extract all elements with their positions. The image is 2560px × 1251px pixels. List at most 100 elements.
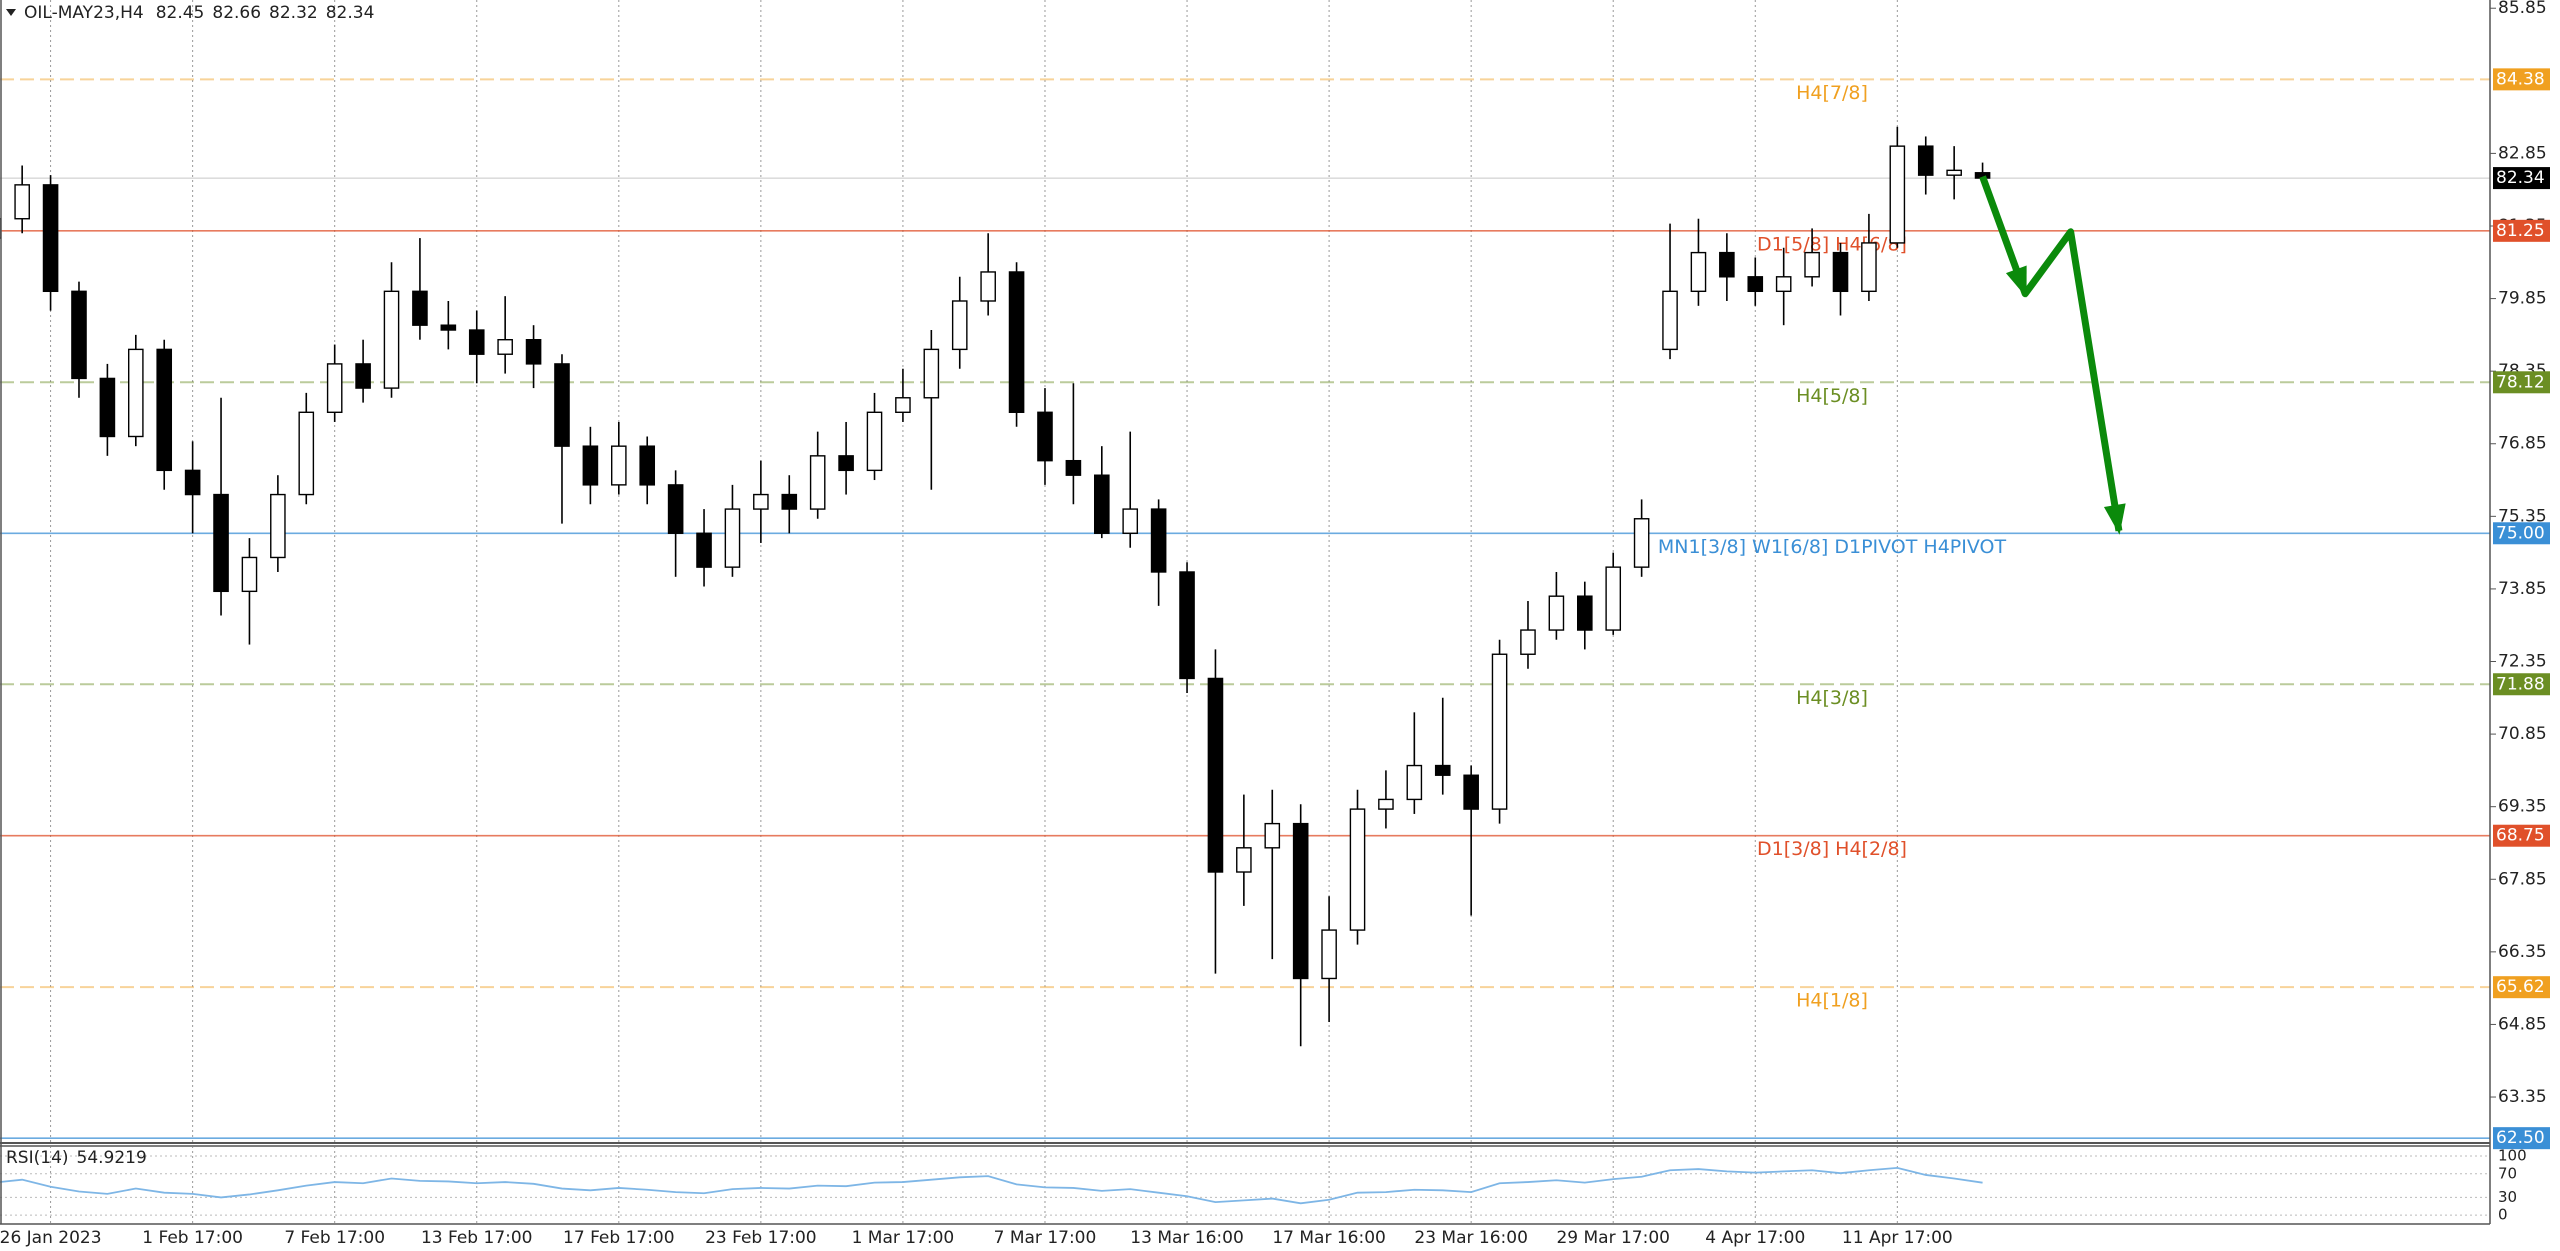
level-label: H4[5/8]	[1796, 385, 1868, 407]
ohlc-low: 82.32	[269, 3, 318, 23]
level-badge-label: 65.62	[2496, 977, 2545, 997]
candle-body	[1349, 808, 1366, 931]
level-badge-label: 71.88	[2496, 674, 2545, 694]
rsi-tick-label: 30	[2498, 1188, 2517, 1206]
candle-body	[1406, 764, 1423, 801]
candle-body	[1548, 595, 1565, 631]
level-label: MN1[3/8] W1[6/8] D1PIVOT H4PIVOT	[1658, 536, 2007, 558]
candle-body	[1577, 595, 1593, 631]
candle-body	[1633, 518, 1650, 568]
level-badge-label: 81.25	[2496, 221, 2545, 241]
candle-body	[611, 445, 627, 486]
menu-triangle	[6, 9, 16, 16]
candle-body	[724, 508, 741, 568]
forecast-arrowhead	[2005, 265, 2027, 298]
x-tick-label: 26 Jan 2023	[0, 1228, 102, 1248]
candle-body	[1150, 508, 1167, 573]
candle-body	[1179, 571, 1195, 680]
candle-body	[1804, 251, 1820, 278]
candle-body	[128, 348, 144, 438]
y-tick-label: 76.85	[2498, 434, 2547, 454]
candle-body	[184, 469, 201, 496]
candle-body	[42, 184, 59, 293]
chart-header: OIL-MAY23,H4 82.45 82.66 82.32 82.34 RSI(14)…	[6, 3, 374, 1168]
candle-body	[809, 455, 826, 510]
candle-body	[1037, 411, 1053, 462]
x-tick-label: 7 Mar 17:00	[994, 1228, 1097, 1248]
candle-body	[1832, 251, 1849, 293]
level-badge-label: 84.38	[2496, 69, 2545, 89]
price-badge-label: 82.34	[2496, 168, 2545, 188]
x-tick-label: 1 Feb 17:00	[142, 1228, 243, 1248]
symbol: OIL-MAY23,H4	[24, 3, 144, 23]
candle-body	[497, 339, 513, 355]
rsi-title: RSI(14) 54.9219	[6, 1148, 147, 1168]
level-label: D1[3/8] H4[2/8]	[1757, 838, 1907, 860]
candle-body	[525, 339, 542, 365]
candle-body	[355, 363, 371, 389]
x-tick-label: 7 Feb 17:00	[284, 1228, 385, 1248]
x-tick-label: 23 Feb 17:00	[705, 1228, 817, 1248]
level-badge-label: 68.75	[2496, 826, 2545, 846]
candle-body	[980, 271, 996, 302]
candle-body	[1236, 847, 1252, 873]
y-tick-label: 85.85	[2498, 0, 2547, 18]
candle-body	[383, 290, 400, 389]
candle-body	[1775, 276, 1792, 293]
y-tick-label: 70.85	[2498, 724, 2547, 744]
candle-body	[440, 324, 457, 331]
main-panel: H4[7/8] D1[5/8] H4[6/8] H4[5/8] MN1[3/8] W1…	[0, 0, 2490, 1163]
candle-body	[639, 445, 656, 486]
candle-body	[1946, 169, 1962, 176]
y-tick-label: 66.35	[2498, 942, 2547, 962]
candle-body	[895, 397, 911, 413]
candle-body	[468, 329, 485, 355]
rsi-tick-label: 0	[2498, 1206, 2508, 1224]
candle-body	[156, 348, 173, 472]
candle-body	[753, 493, 769, 510]
y-tick-label: 75.35	[2498, 506, 2547, 526]
candle-body	[582, 445, 599, 486]
x-tick-label: 13 Feb 17:00	[421, 1228, 533, 1248]
y-tick-label: 72.35	[2498, 652, 2547, 672]
candle-body	[838, 455, 854, 472]
candle-body	[270, 493, 286, 559]
candle-body	[1690, 251, 1707, 293]
forecast-path	[1979, 175, 2123, 532]
y-tick-label: 82.85	[2498, 143, 2547, 163]
candle-body	[1719, 251, 1735, 278]
level-label: H4[3/8]	[1796, 687, 1868, 709]
rsi-current: 54.9219	[77, 1148, 147, 1168]
candle-body	[1889, 145, 1906, 244]
candle-body	[1008, 271, 1025, 413]
y-tick-label: 69.35	[2498, 797, 2547, 817]
candle-body	[696, 532, 712, 568]
candle-body	[1520, 629, 1536, 655]
candle-body	[1917, 145, 1934, 176]
chart-title: OIL-MAY23,H4 82.45 82.66 82.32 82.34	[24, 3, 374, 23]
x-tick-label: 23 Mar 16:00	[1414, 1228, 1528, 1248]
x-tick-label: 1 Mar 17:00	[852, 1228, 955, 1248]
candle-body	[1065, 459, 1082, 476]
level-badge	[2493, 673, 2550, 696]
x-tick-label: 17 Mar 16:00	[1272, 1228, 1386, 1248]
candle-body	[99, 377, 116, 438]
y-tick-label: 64.85	[2498, 1014, 2547, 1034]
candle-body	[866, 411, 883, 472]
candle-body	[71, 290, 87, 380]
level-badge	[2493, 522, 2550, 545]
x-tick-label: 29 Mar 17:00	[1556, 1228, 1670, 1248]
candle-body	[667, 484, 684, 534]
ohlc-high: 82.66	[212, 3, 261, 23]
candle-body	[1605, 566, 1622, 631]
candle-body	[1264, 822, 1281, 849]
level-label: W1[5/8] D1[2/8] H4SUP	[1720, 1141, 1944, 1163]
level-badge	[2493, 68, 2550, 91]
candle-body	[1122, 508, 1139, 534]
level-badge-label: 75.00	[2496, 523, 2545, 543]
y-tick-label: 73.85	[2498, 579, 2547, 599]
rsi-name: RSI(14)	[6, 1148, 69, 1168]
